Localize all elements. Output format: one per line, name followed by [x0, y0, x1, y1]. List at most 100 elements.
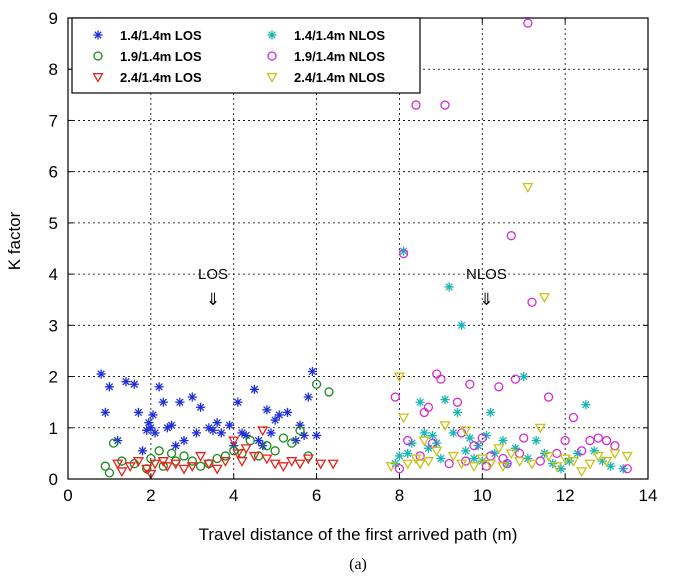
data-point-series-1	[262, 441, 272, 451]
data-point-series-5	[592, 451, 604, 462]
region-annotations: LOS ⇓ NLOS ⇓	[198, 266, 507, 310]
legend-label-nlos-19: 1.9/1.4m NLOS	[294, 49, 385, 64]
data-points	[96, 18, 633, 480]
y-axis-label: K factor	[5, 211, 24, 270]
data-point-series-0	[191, 428, 202, 438]
data-point-series-0	[121, 377, 131, 387]
data-point-series-4	[622, 464, 632, 474]
data-point-series-3	[606, 461, 616, 471]
data-point-series-4	[593, 433, 603, 443]
data-point-series-0	[129, 379, 139, 389]
x-tick-label: 0	[63, 486, 72, 505]
data-point-series-3	[572, 448, 583, 458]
data-point-series-2	[302, 454, 314, 465]
data-point-series-0	[233, 397, 243, 407]
data-point-series-0	[303, 392, 313, 402]
data-point-series-2	[116, 467, 128, 478]
data-point-series-0	[100, 407, 110, 418]
data-point-series-0	[311, 430, 322, 441]
nlos-annotation: NLOS	[466, 266, 507, 283]
data-point-series-4	[510, 374, 521, 384]
data-point-series-4	[465, 379, 475, 389]
data-point-series-2	[178, 464, 190, 475]
data-point-series-5	[397, 413, 410, 424]
data-point-series-5	[385, 462, 397, 473]
data-point-series-2	[257, 426, 269, 437]
data-point-series-3	[456, 320, 467, 330]
data-point-series-0	[216, 428, 226, 438]
data-point-series-4	[585, 435, 595, 446]
data-point-series-4	[560, 435, 570, 446]
y-tick-label: 1	[49, 419, 58, 438]
legend-label-los-14: 1.4/1.4m LOS	[120, 28, 202, 43]
x-tick-label: 12	[556, 486, 575, 505]
data-point-series-5	[422, 457, 435, 467]
data-point-series-2	[269, 459, 281, 470]
data-point-series-0	[208, 425, 218, 435]
x-tick-label: 14	[639, 486, 658, 505]
data-point-series-5	[493, 444, 505, 455]
data-point-series-4	[502, 458, 512, 469]
data-point-series-5	[393, 372, 406, 383]
legend-label-nlos-14: 1.4/1.4m NLOS	[294, 28, 385, 43]
data-point-series-2	[286, 457, 298, 467]
legend-marker-1	[93, 51, 103, 61]
data-point-series-1	[104, 468, 115, 478]
data-point-series-3	[419, 428, 429, 438]
data-point-series-2	[157, 457, 169, 467]
data-point-series-3	[461, 446, 471, 456]
data-point-series-2	[236, 457, 248, 467]
data-point-series-2	[228, 436, 240, 447]
data-point-series-5	[455, 459, 468, 470]
data-point-series-5	[609, 449, 621, 460]
data-point-series-5	[410, 454, 422, 465]
data-point-series-2	[141, 464, 153, 475]
data-point-series-2	[149, 459, 161, 470]
data-point-series-4	[568, 412, 579, 423]
data-point-series-1	[229, 446, 239, 456]
data-point-series-5	[476, 454, 488, 465]
data-point-series-2	[294, 459, 306, 470]
data-point-series-1	[187, 456, 197, 466]
data-point-series-5	[600, 457, 613, 467]
x-tick-label: 8	[395, 486, 404, 505]
data-point-series-3	[452, 407, 463, 418]
data-point-series-0	[96, 369, 106, 379]
data-point-series-5	[567, 457, 580, 467]
y-tick-label: 9	[49, 9, 58, 28]
data-point-series-1	[154, 446, 164, 456]
data-point-series-1	[270, 446, 280, 456]
data-point-series-2	[145, 469, 157, 480]
data-point-series-1	[146, 453, 156, 464]
data-point-series-0	[166, 420, 177, 430]
data-point-series-5	[522, 183, 534, 193]
legend-label-los-24: 2.4/1.4m LOS	[120, 70, 202, 85]
y-tick-label: 7	[49, 111, 58, 130]
data-point-series-4	[523, 18, 533, 28]
data-point-series-2	[132, 457, 145, 467]
data-point-series-2	[194, 451, 207, 462]
data-point-series-1	[311, 379, 322, 389]
data-point-series-5	[576, 467, 588, 478]
legend-markers	[92, 30, 278, 83]
y-tick-label: 3	[49, 316, 58, 335]
x-tick-label: 4	[229, 486, 238, 505]
nlos-arrow: ⇓	[479, 290, 493, 310]
data-point-series-0	[262, 405, 272, 415]
legend-label-los-19: 1.9/1.4m LOS	[120, 49, 202, 64]
los-annotation: LOS	[198, 266, 228, 283]
data-point-series-3	[394, 451, 405, 461]
data-point-series-0	[175, 397, 185, 407]
data-point-series-1	[179, 451, 189, 461]
y-tick-label: 2	[49, 368, 58, 387]
data-point-series-5	[559, 454, 571, 465]
data-point-series-2	[261, 454, 273, 465]
data-point-series-4	[390, 392, 400, 402]
data-point-series-3	[581, 400, 591, 410]
data-point-series-4	[456, 428, 467, 438]
data-point-series-4	[527, 297, 537, 307]
data-point-series-3	[444, 282, 454, 292]
data-point-series-4	[440, 100, 450, 110]
data-point-series-0	[148, 410, 158, 420]
